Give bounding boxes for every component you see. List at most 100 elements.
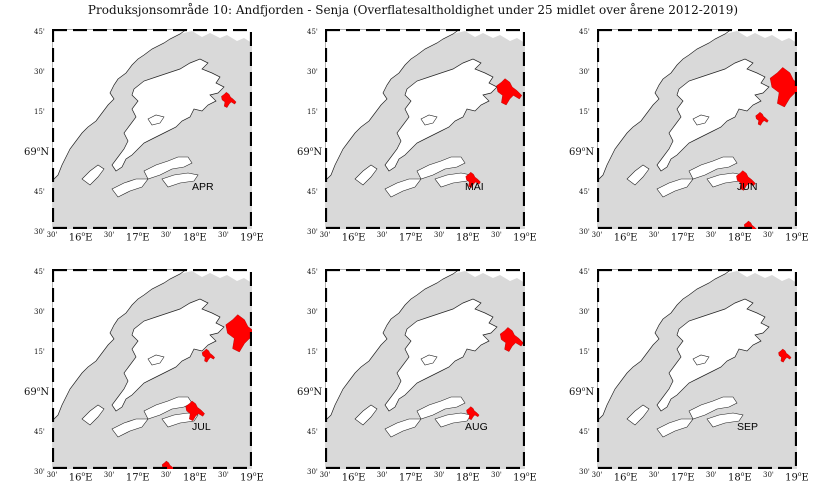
latitude-tick-label: 45' [307, 28, 318, 36]
latitude-tick-label: 30' [579, 308, 590, 316]
latitude-tick-label: 15' [307, 348, 318, 356]
longitude-tick-label: 16oE [68, 471, 93, 484]
low-salinity-area [499, 327, 524, 352]
latitude-tick-label: 45' [34, 28, 45, 36]
latitude-tick-label: 45' [307, 188, 318, 196]
latitude-tick-label: 30' [579, 68, 590, 76]
latitude-tick-label: 30' [307, 68, 318, 76]
map-panel-apr: APR 30' 16oE 30' 17oE 30' 18oE 30' 19oE 45' 30' 15'… [24, 28, 264, 243]
latitude-tick-label: 45' [579, 268, 590, 276]
longitude-tick-label: 30' [491, 471, 502, 479]
longitude-tick-label: 18oE [728, 471, 752, 484]
fjord-arm [354, 164, 378, 186]
fjord-arm [420, 114, 438, 126]
fjord-arm [416, 396, 466, 420]
fjord-arm [692, 354, 710, 366]
map-panel-mai: MAI 30' 16oE 30' 17oE 30' 18oE 30' 19oE 45' 30' 15'… [297, 28, 537, 243]
fjord-arm [384, 178, 422, 198]
fjord-arm [161, 412, 199, 428]
latitude-tick-label: 30' [307, 308, 318, 316]
longitude-tick-label: 19oE [785, 231, 809, 244]
sea-area [325, 269, 461, 422]
longitude-tick-label: 19oE [513, 231, 537, 244]
fjord-sea-area [656, 58, 770, 172]
low-salinity-area [496, 78, 523, 106]
month-label: MAI [465, 181, 484, 193]
latitude-tick-label: 30' [34, 68, 45, 76]
map-canvas [52, 29, 252, 229]
longitude-tick-label: 30' [218, 231, 229, 239]
longitude-tick-label: 17oE [670, 231, 695, 244]
longitude-tick-label: 18oE [183, 231, 207, 244]
longitude-tick-label: 18oE [456, 471, 480, 484]
longitude-tick-label: 30' [433, 471, 445, 479]
month-label: JUN [737, 181, 758, 193]
latitude-tick-label: 30' [34, 308, 45, 316]
fjord-arm [688, 396, 738, 420]
latitude-tick-label: 30' [579, 468, 590, 476]
longitude-tick-label: 17oE [398, 231, 423, 244]
sea-area [325, 29, 461, 182]
fjord-arm [688, 156, 738, 180]
fjord-arm [147, 114, 165, 126]
low-salinity-area [755, 111, 769, 126]
latitude-tick-label: 69oN [297, 385, 323, 399]
figure-title: Produksjonsområde 10: Andfjorden - Senja… [87, 3, 739, 17]
longitude-tick-label: 30' [648, 231, 660, 239]
sea-area [597, 269, 733, 422]
fjord-arm [147, 354, 165, 366]
longitude-tick-label: 30' [376, 231, 388, 239]
longitude-tick-label: 30' [103, 471, 115, 479]
longitude-tick-label: 30' [376, 471, 388, 479]
low-salinity-area [221, 91, 237, 108]
map-panel-jul: JUL 30' 16oE 30' 17oE 30' 18oE 30' 19oE 45' 30' 15'… [24, 268, 264, 483]
fjord-arm [656, 418, 694, 438]
fjord-arm [706, 412, 744, 428]
map-frame [52, 269, 252, 469]
longitude-tick-label: 30' [46, 231, 58, 239]
longitude-tick-label: 30' [591, 471, 603, 479]
fjord-sea-area [111, 58, 225, 172]
low-salinity-area [466, 406, 480, 421]
latitude-tick-label: 30' [34, 228, 45, 236]
map-canvas [52, 269, 252, 469]
longitude-tick-label: 19oE [240, 231, 264, 244]
fjord-arm [656, 178, 694, 198]
map-canvas [597, 29, 797, 229]
longitude-tick-label: 30' [46, 471, 58, 479]
fjord-arm [111, 178, 149, 198]
low-salinity-area [225, 314, 252, 353]
latitude-tick-label: 69oN [24, 145, 50, 159]
low-salinity-area [201, 348, 215, 363]
latitude-tick-label: 69oN [297, 145, 323, 159]
latitude-tick-label: 69oN [569, 385, 595, 399]
map-canvas [325, 269, 525, 469]
longitude-tick-label: 30' [648, 471, 660, 479]
fjord-sea-area [656, 298, 770, 412]
longitude-tick-label: 17oE [398, 471, 423, 484]
map-panel-jun: JUN 30' 16oE 30' 17oE 30' 18oE 30' 19oE 45' 30' 15'… [569, 28, 809, 243]
month-label: APR [192, 181, 214, 193]
fjord-arm [420, 354, 438, 366]
map-panel-aug: AUG 30' 16oE 30' 17oE 30' 18oE 30' 19oE 45' 30' 15'… [297, 268, 537, 483]
longitude-tick-label: 30' [319, 471, 331, 479]
latitude-tick-label: 45' [307, 428, 318, 436]
map-frame [325, 29, 525, 229]
longitude-tick-label: 17oE [670, 471, 695, 484]
fjord-arm [143, 156, 193, 180]
latitude-tick-label: 45' [34, 188, 45, 196]
low-salinity-area [185, 400, 205, 422]
latitude-tick-label: 30' [579, 228, 590, 236]
latitude-tick-label: 30' [34, 468, 45, 476]
longitude-tick-label: 17oE [125, 471, 150, 484]
sea-area [52, 269, 188, 422]
longitude-tick-label: 30' [160, 231, 172, 239]
fjord-arm [416, 156, 466, 180]
sea-area [597, 29, 733, 182]
longitude-tick-label: 18oE [456, 231, 480, 244]
longitude-tick-label: 30' [491, 231, 502, 239]
fjord-sea-area [111, 298, 225, 412]
longitude-tick-label: 30' [103, 231, 115, 239]
longitude-tick-label: 16oE [341, 231, 366, 244]
longitude-tick-label: 19oE [240, 471, 264, 484]
